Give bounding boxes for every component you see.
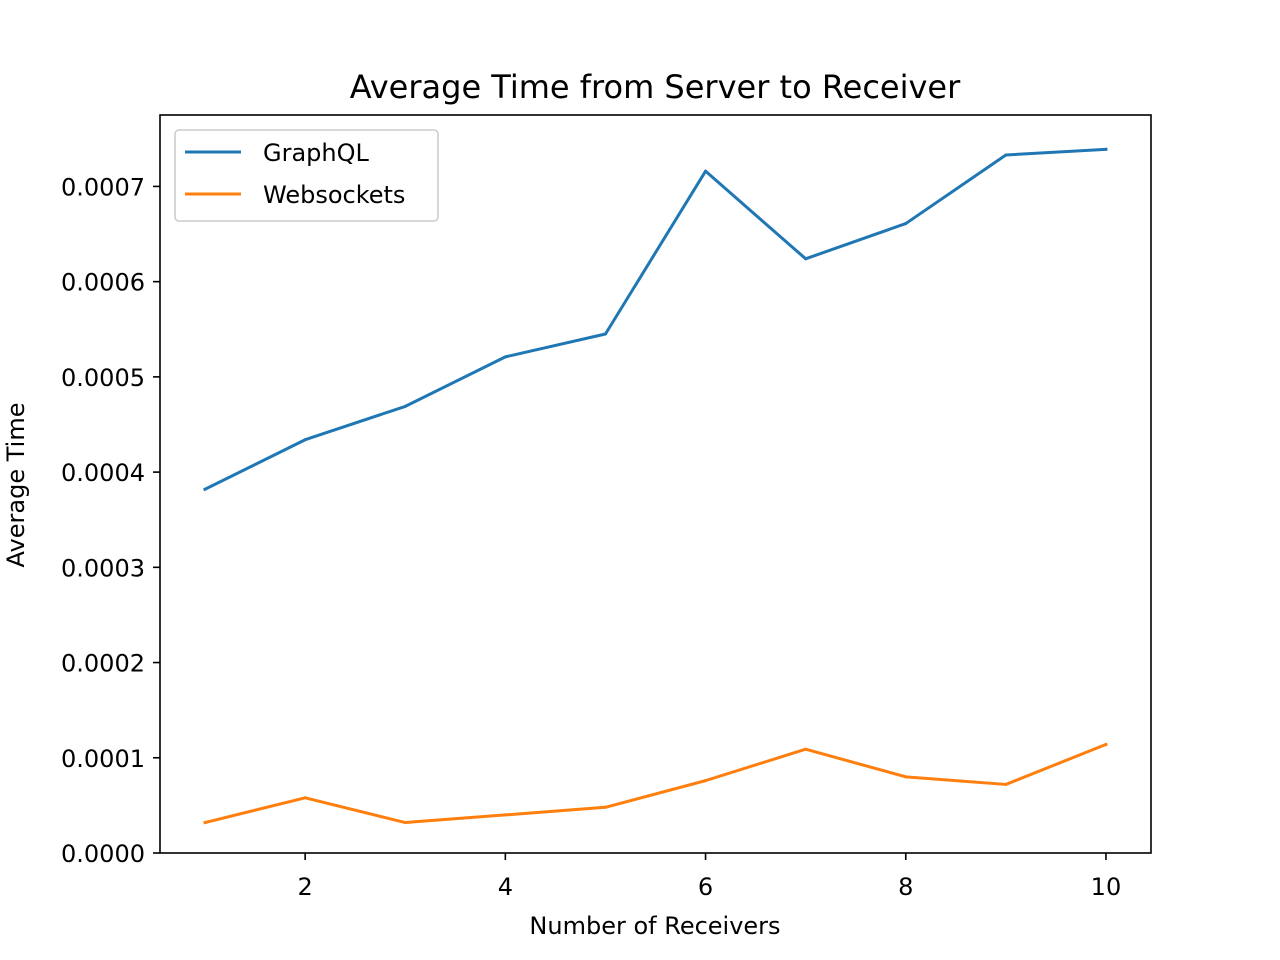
- data-point-websockets: [403, 821, 407, 825]
- data-point-websockets: [704, 779, 708, 783]
- legend-label-graphql: GraphQL: [263, 139, 370, 167]
- data-point-graphql: [1104, 147, 1108, 151]
- y-tick-label: 0.0006: [61, 269, 145, 297]
- y-tick-label: 0.0004: [61, 459, 145, 487]
- x-axis: 2 4 6 8 10: [298, 853, 1122, 901]
- data-point-websockets: [1104, 742, 1108, 746]
- x-tick-label: 2: [298, 873, 313, 901]
- y-tick-label: 0.0005: [61, 364, 145, 392]
- data-point-graphql: [704, 169, 708, 173]
- series-layer: [203, 147, 1108, 825]
- data-point-graphql: [1004, 153, 1008, 157]
- data-point-websockets: [1004, 782, 1008, 786]
- y-axis-label: Average Time: [2, 403, 30, 568]
- data-point-graphql: [503, 355, 507, 359]
- x-tick-label: 6: [698, 873, 713, 901]
- series-line-graphql: [203, 147, 1108, 492]
- x-tick-label: 4: [498, 873, 513, 901]
- data-point-websockets: [203, 821, 207, 825]
- data-point-websockets: [603, 805, 607, 809]
- legend-label-websockets: Websockets: [263, 181, 405, 209]
- legend: GraphQL Websockets: [174, 129, 439, 222]
- y-tick-label: 0.0003: [61, 554, 145, 582]
- chart-title: Average Time from Server to Receiver: [350, 68, 961, 106]
- y-tick-label: 0.0007: [61, 173, 145, 201]
- x-tick-label: 10: [1091, 873, 1122, 901]
- y-tick-label: 0.0001: [61, 745, 145, 773]
- data-point-graphql: [804, 257, 808, 261]
- x-tick-label: 8: [898, 873, 913, 901]
- data-point-graphql: [904, 222, 908, 226]
- data-point-graphql: [203, 487, 207, 491]
- y-tick-label: 0.0002: [61, 650, 145, 678]
- data-point-websockets: [804, 747, 808, 751]
- data-point-websockets: [303, 796, 307, 800]
- x-axis-label: Number of Receivers: [529, 912, 780, 940]
- data-point-graphql: [603, 332, 607, 336]
- data-point-websockets: [503, 813, 507, 817]
- data-point-websockets: [904, 775, 908, 779]
- y-tick-label: 0.0000: [61, 840, 145, 868]
- plot-frame: [159, 114, 1152, 854]
- data-point-graphql: [303, 438, 307, 442]
- series-line-websockets: [203, 742, 1108, 825]
- data-point-graphql: [403, 404, 407, 408]
- y-axis: 0.0000 0.0001 0.0002 0.0003 0.0004 0.0005 0.00…: [61, 173, 160, 868]
